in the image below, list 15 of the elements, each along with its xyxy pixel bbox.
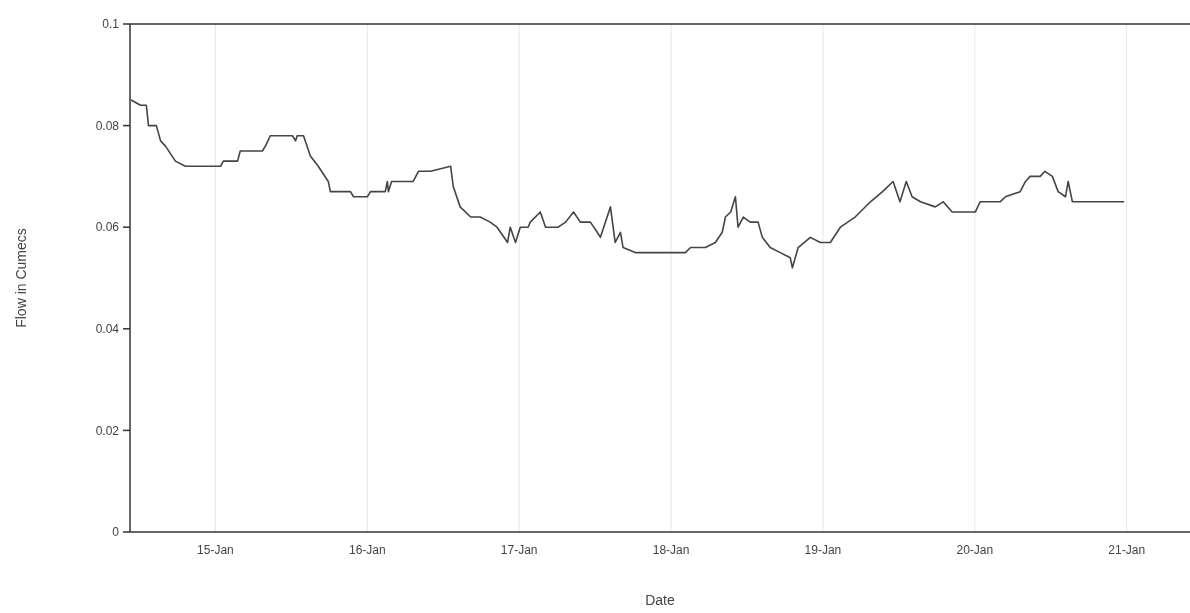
x-axis-title: Date bbox=[645, 592, 675, 608]
y-tick-label: 0.06 bbox=[95, 220, 120, 235]
x-tick-label: 15-Jan bbox=[197, 543, 234, 557]
x-tick-label: 18-Jan bbox=[652, 543, 690, 557]
x-tick-label: 21-Jan bbox=[1108, 543, 1146, 557]
x-tick-label: 20-Jan bbox=[956, 543, 994, 557]
y-axis-title: Flow in Cumecs bbox=[13, 228, 29, 328]
x-tick-label: 19-Jan bbox=[804, 543, 842, 557]
y-tick-label: 0.08 bbox=[95, 118, 120, 133]
y-tick-label: 0.02 bbox=[95, 423, 120, 438]
y-tick-label: 0 bbox=[112, 525, 120, 540]
y-tick-label: 0.04 bbox=[95, 322, 120, 336]
y-tick-label: 0.1 bbox=[102, 17, 120, 32]
x-tick-label: 16-Jan bbox=[348, 543, 386, 557]
x-tick-label: 17-Jan bbox=[500, 543, 538, 557]
